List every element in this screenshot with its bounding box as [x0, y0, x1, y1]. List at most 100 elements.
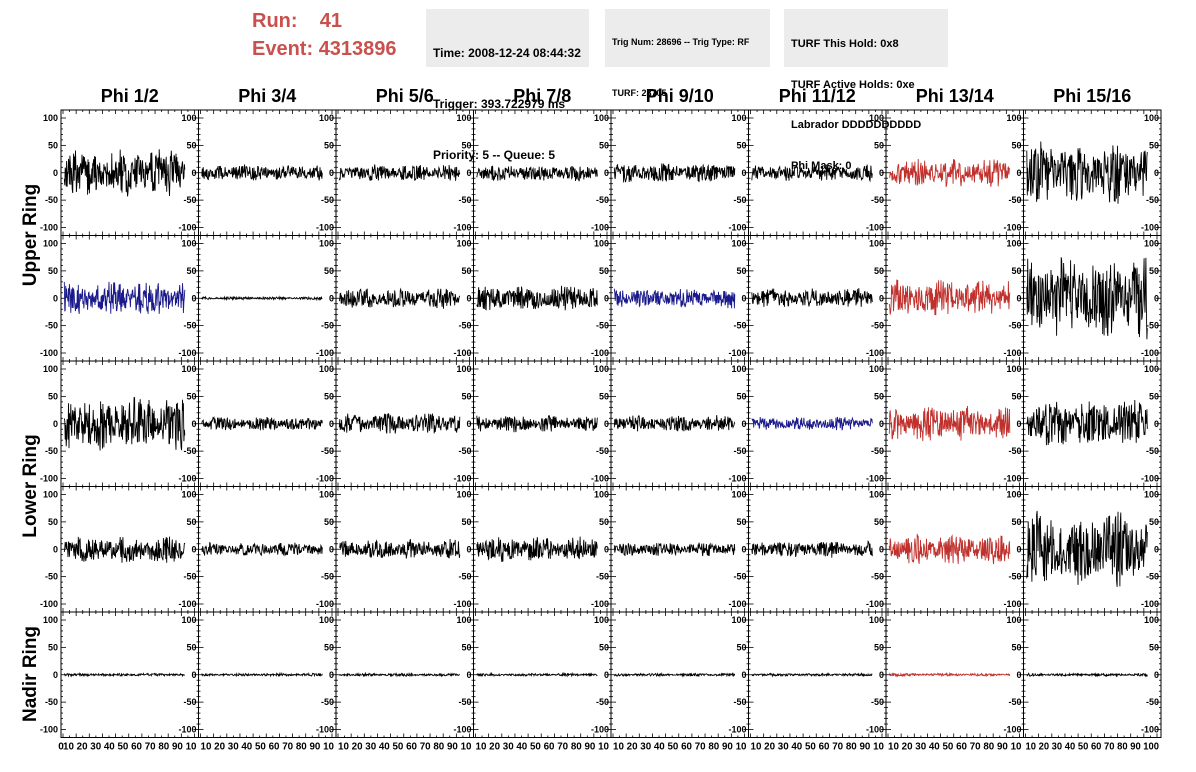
panel: 100 50 0 -50 -100 — [198, 109, 337, 236]
y-tick-label: 50 — [874, 642, 884, 652]
y-tick-label: 100 — [1144, 113, 1159, 123]
panel: 100 50 0 -50 -100 — [1023, 109, 1162, 236]
waveform-trace — [888, 533, 1011, 565]
y-tick-label: 0 — [53, 544, 58, 554]
y-tick-label: -100 — [40, 725, 58, 735]
column-header: Phi 13/14 — [915, 86, 994, 106]
y-tick-label: -100 — [40, 599, 58, 609]
panel: 100 50 0 -50 -100 — [335, 486, 474, 613]
y-tick-label: 100 — [731, 490, 746, 500]
turf-info-box: TURF This Hold: 0x8 TURF Active Holds: 0… — [784, 9, 948, 172]
x-tick-label: 10 20 30 40 50 60 70 80 90 10 — [338, 742, 472, 753]
panel: 100 50 0 -50 -100 — [610, 109, 749, 236]
panel: 100 50 0 -50 -100 — [335, 235, 474, 362]
y-tick-label: -50 — [733, 446, 746, 456]
turf-text: TURF: 28705 — [612, 88, 667, 98]
y-tick-label: 0 — [466, 419, 471, 429]
panel: 100 50 0 -50 -100 — [885, 611, 1024, 738]
y-tick-label: 100 — [181, 239, 196, 249]
y-tick-label: 100 — [731, 615, 746, 625]
waveform-trace — [613, 671, 736, 678]
y-tick-label: 0 — [1016, 293, 1021, 303]
y-tick-label: 0 — [741, 670, 746, 680]
waveform-trace — [63, 281, 186, 314]
y-tick-label: -50 — [871, 446, 884, 456]
y-tick-label: -50 — [1146, 446, 1159, 456]
y-tick-label: -100 — [40, 348, 58, 358]
y-tick-label: 50 — [461, 391, 471, 401]
y-tick-label: 50 — [48, 391, 58, 401]
x-tick-label: 10 20 30 40 50 60 70 80 90 10 — [201, 742, 335, 753]
y-tick-label: 0 — [53, 419, 58, 429]
y-tick-label: 50 — [324, 642, 334, 652]
y-tick-label: -50 — [1008, 321, 1021, 331]
y-tick-label: -50 — [1008, 446, 1021, 456]
y-tick-label: -100 — [1141, 474, 1159, 484]
turf-active-holds-text: TURF Active Holds: 0xe — [791, 78, 915, 91]
y-tick-label: -100 — [178, 348, 196, 358]
panel: 100 50 0 -50 -100 — [1023, 235, 1162, 362]
y-tick-label: -50 — [1008, 697, 1021, 707]
y-tick-label: -50 — [1146, 195, 1159, 205]
y-tick-label: 100 — [43, 364, 58, 374]
waveform-trace — [339, 538, 461, 559]
x-tick-label: 10 20 30 40 50 60 70 80 90 10 — [751, 742, 885, 753]
y-tick-label: -100 — [1003, 223, 1021, 233]
y-tick-label: 50 — [461, 266, 471, 276]
time-info-box: Time: 2008-12-24 08:44:32 Trigger: 393.7… — [426, 9, 589, 162]
waveform-trace — [63, 672, 186, 678]
x-tick-label: 10 20 30 40 50 60 70 80 90 10 — [63, 742, 197, 753]
y-tick-label: -50 — [871, 697, 884, 707]
waveform-trace — [201, 671, 323, 678]
y-tick-label: 50 — [736, 517, 746, 527]
waveform-trace — [1026, 399, 1148, 446]
y-tick-label: 100 — [869, 490, 884, 500]
panel: 100 50 0 -50 -100 — [610, 235, 749, 362]
y-tick-label: 100 — [731, 113, 746, 123]
y-tick-label: 0 — [329, 293, 334, 303]
y-tick-label: -50 — [183, 195, 196, 205]
panel: 100 50 0 -50 -100 — [335, 611, 474, 738]
y-tick-label: 100 — [181, 490, 196, 500]
x-tick-label: 10 20 30 40 50 60 70 80 90 10 — [476, 742, 610, 753]
x-tick-label: 0 — [58, 742, 64, 753]
y-tick-label: 50 — [736, 266, 746, 276]
panel: 100 50 0 -50 -100 — [198, 486, 337, 613]
y-tick-label: 0 — [329, 168, 334, 178]
y-tick-label: 0 — [53, 293, 58, 303]
y-tick-label: -100 — [316, 599, 334, 609]
y-tick-label: 0 — [53, 670, 58, 680]
y-tick-label: -100 — [316, 725, 334, 735]
y-tick-label: 100 — [1144, 364, 1159, 374]
y-tick-label: -50 — [321, 697, 334, 707]
y-tick-label: -100 — [591, 348, 609, 358]
y-tick-label: 100 — [319, 113, 334, 123]
y-tick-label: 50 — [1149, 642, 1159, 652]
y-tick-label: 100 — [869, 364, 884, 374]
y-tick-label: 100 — [1006, 239, 1021, 249]
column-header: Phi 3/4 — [238, 86, 297, 106]
waveform-trace — [63, 149, 186, 197]
waveform-trace — [1026, 141, 1148, 204]
waveform-trace — [888, 405, 1011, 442]
y-tick-label: 100 — [1006, 615, 1021, 625]
y-tick-label: -50 — [321, 195, 334, 205]
y-tick-label: 50 — [461, 140, 471, 150]
waveform-trace — [476, 536, 598, 563]
waveform-trace — [751, 416, 873, 431]
priority-text: Priority: 5 -- Queue: 5 — [433, 148, 556, 162]
y-tick-label: -100 — [728, 725, 746, 735]
y-tick-label: -50 — [183, 572, 196, 582]
y-tick-label: -50 — [458, 572, 471, 582]
y-tick-label: -100 — [178, 474, 196, 484]
y-tick-label: 0 — [1016, 168, 1021, 178]
y-tick-label: -50 — [1146, 697, 1159, 707]
y-tick-label: 0 — [879, 168, 884, 178]
y-tick-label: 50 — [599, 391, 609, 401]
panel: 100 50 0 -50 -100 — [748, 109, 887, 236]
x-tick-label: 10 20 30 40 50 60 70 80 90 10 — [888, 742, 1022, 753]
y-tick-label: 0 — [1016, 670, 1021, 680]
y-tick-label: 0 — [741, 419, 746, 429]
y-tick-label: -50 — [45, 697, 58, 707]
y-tick-label: 50 — [48, 266, 58, 276]
